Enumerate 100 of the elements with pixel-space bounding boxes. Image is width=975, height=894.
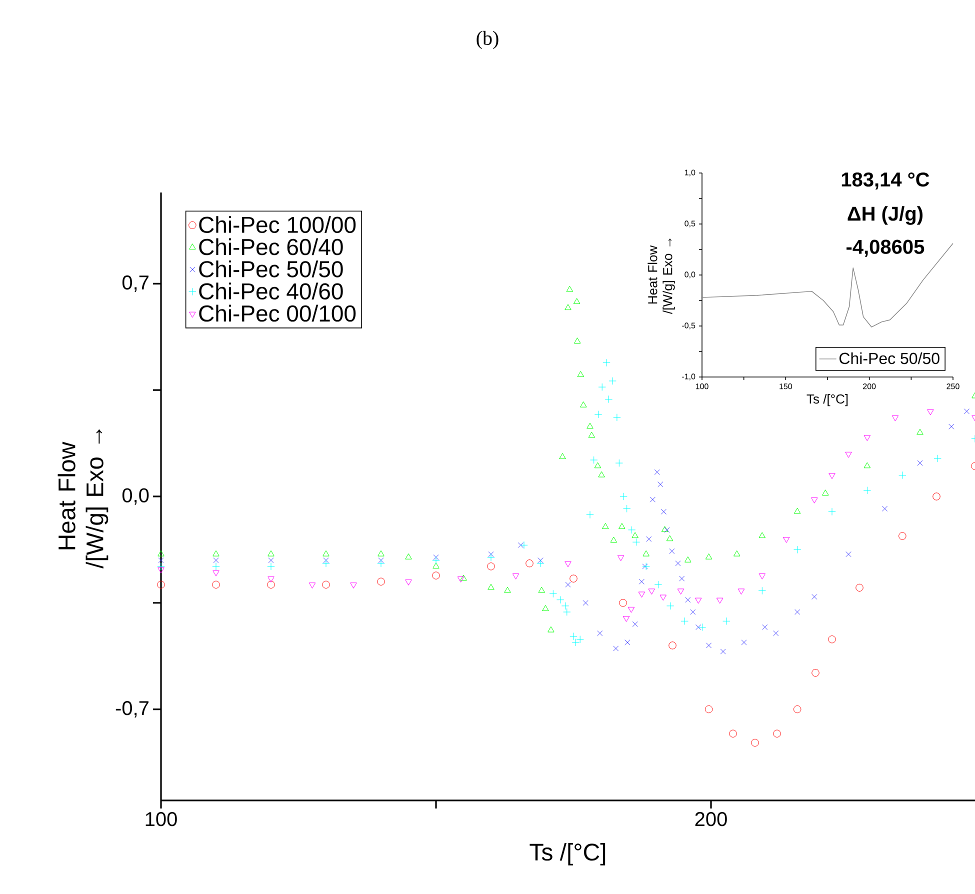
point bbox=[917, 460, 923, 466]
point bbox=[620, 492, 628, 500]
point bbox=[773, 630, 779, 636]
point bbox=[654, 580, 662, 588]
point bbox=[268, 558, 274, 564]
point bbox=[619, 599, 627, 607]
point bbox=[322, 560, 330, 568]
point bbox=[526, 560, 534, 568]
annotation: 183,14 °C bbox=[842, 172, 930, 190]
point bbox=[864, 435, 871, 442]
point bbox=[350, 582, 357, 588]
point bbox=[213, 558, 219, 564]
point bbox=[822, 490, 829, 496]
point bbox=[432, 562, 440, 568]
legend-label: Chi-Pec 00/100 bbox=[199, 304, 356, 322]
point bbox=[622, 616, 630, 622]
point bbox=[648, 588, 655, 595]
point bbox=[488, 551, 494, 558]
point bbox=[405, 553, 412, 560]
point bbox=[638, 578, 644, 584]
point bbox=[892, 415, 899, 422]
point bbox=[646, 536, 652, 542]
x-tick-label: 100 bbox=[696, 384, 708, 390]
y-tick-label: 0,0 bbox=[122, 488, 149, 505]
point bbox=[661, 526, 668, 532]
point bbox=[580, 401, 587, 408]
point bbox=[457, 576, 464, 582]
point bbox=[564, 561, 572, 568]
point bbox=[782, 537, 790, 543]
point bbox=[586, 510, 594, 519]
point bbox=[828, 473, 836, 480]
point bbox=[520, 541, 528, 549]
point bbox=[882, 506, 888, 512]
point bbox=[638, 592, 646, 598]
point bbox=[828, 636, 836, 644]
point bbox=[548, 626, 554, 632]
y-tick-label: 0,0 bbox=[684, 272, 696, 278]
y-axis-title: Heat Flow /[W/g] Exo → bbox=[648, 238, 675, 314]
point bbox=[624, 640, 630, 646]
y-axis-title: Heat Flow /[W/g] Exo → bbox=[58, 429, 108, 568]
point bbox=[212, 580, 220, 588]
point bbox=[572, 638, 580, 646]
point bbox=[679, 576, 685, 582]
point bbox=[632, 532, 638, 538]
point bbox=[512, 573, 520, 580]
point bbox=[680, 617, 688, 625]
point bbox=[613, 414, 621, 422]
point bbox=[212, 562, 220, 570]
point bbox=[157, 580, 165, 588]
point bbox=[856, 584, 864, 592]
point bbox=[773, 730, 781, 738]
point bbox=[845, 452, 852, 458]
point bbox=[597, 630, 603, 636]
point bbox=[322, 550, 330, 556]
point bbox=[538, 558, 544, 564]
legend-label: Chi-Pec 50/50 bbox=[199, 260, 343, 278]
point bbox=[615, 459, 624, 467]
point bbox=[556, 596, 564, 604]
point bbox=[916, 428, 924, 435]
point bbox=[628, 606, 635, 613]
legend-label: Chi-Pec 40/60 bbox=[199, 282, 343, 300]
point bbox=[378, 558, 384, 564]
point bbox=[504, 586, 511, 593]
x-tick-label: 200 bbox=[863, 384, 876, 390]
point bbox=[576, 636, 584, 644]
y-tick-label: 0,5 bbox=[684, 220, 696, 228]
point bbox=[559, 453, 566, 460]
point bbox=[758, 573, 766, 580]
point bbox=[488, 584, 494, 590]
x-tick-label: 100 bbox=[146, 812, 177, 826]
point bbox=[794, 546, 802, 554]
point bbox=[586, 422, 594, 429]
point bbox=[704, 705, 713, 714]
point bbox=[964, 408, 970, 414]
point bbox=[608, 377, 616, 385]
point bbox=[666, 535, 674, 542]
y-tick-label: 0,7 bbox=[122, 275, 148, 292]
point bbox=[762, 624, 768, 630]
point bbox=[212, 550, 220, 556]
point bbox=[574, 338, 581, 344]
point bbox=[487, 562, 495, 570]
y-tick-label: 1,0 bbox=[684, 170, 696, 176]
point bbox=[518, 542, 524, 548]
point bbox=[660, 594, 667, 601]
point bbox=[660, 508, 666, 514]
point bbox=[158, 550, 164, 556]
point bbox=[690, 609, 696, 615]
point bbox=[564, 304, 572, 310]
point bbox=[706, 642, 712, 648]
x-tick-label: 250 bbox=[946, 384, 960, 390]
point bbox=[705, 553, 712, 560]
point bbox=[566, 286, 574, 292]
x-axis-title: Ts /[°C] bbox=[530, 843, 606, 866]
point bbox=[570, 574, 578, 582]
point bbox=[565, 582, 571, 588]
point bbox=[561, 602, 570, 610]
point bbox=[654, 469, 660, 475]
point bbox=[658, 482, 664, 488]
legend-label: Chi-Pec 60/40 bbox=[199, 238, 343, 256]
point bbox=[549, 590, 558, 598]
